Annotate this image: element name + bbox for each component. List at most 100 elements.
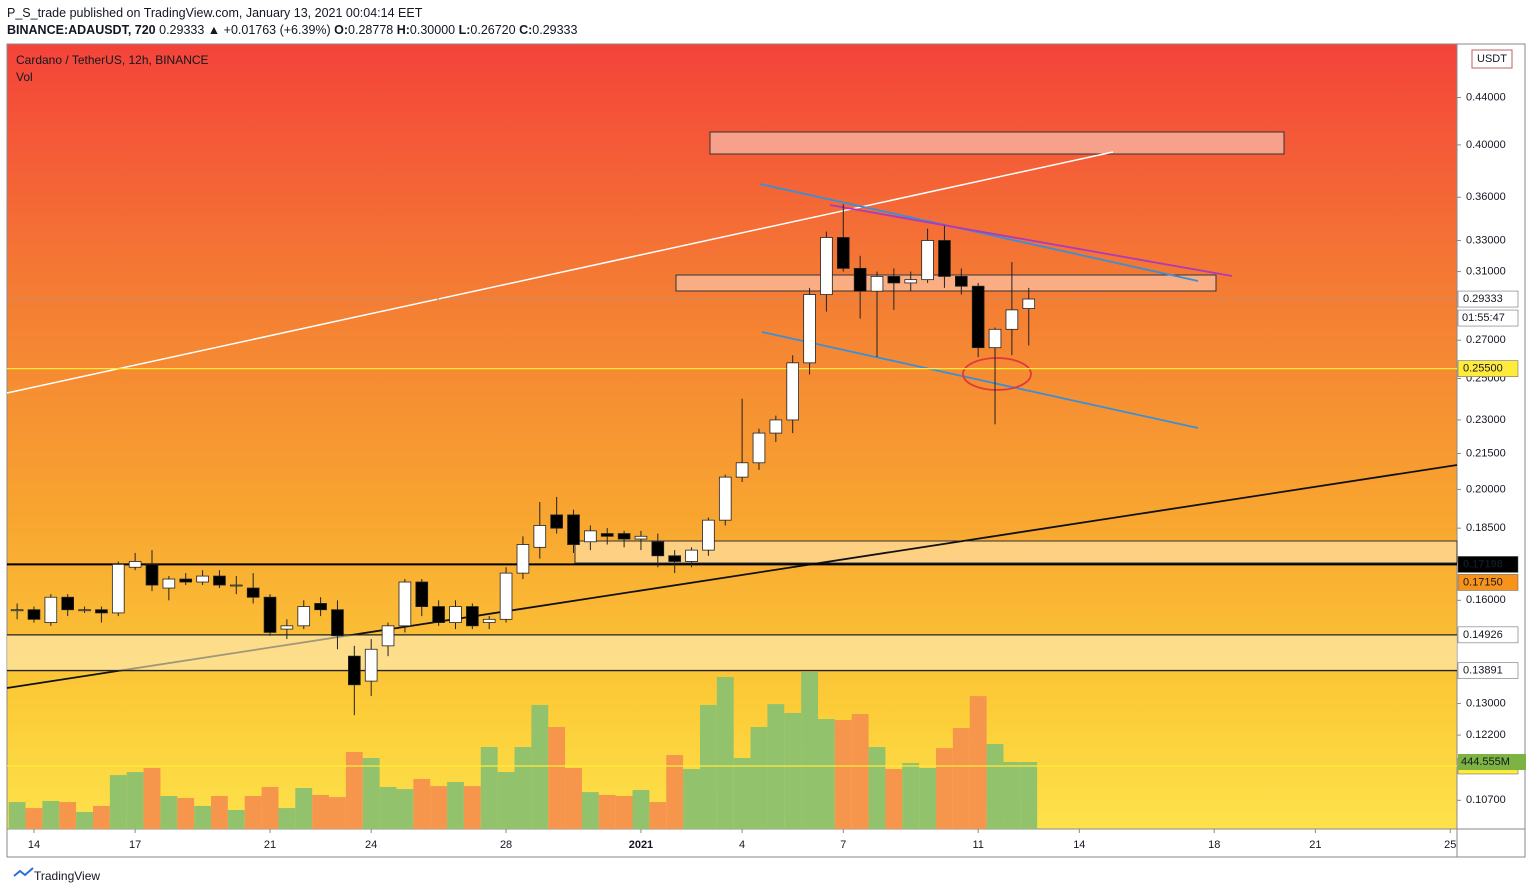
candle-body <box>61 596 74 611</box>
x-tick-label: 25 <box>1444 839 1456 851</box>
candle-body <box>246 587 260 598</box>
symbol-line: BINANCE:ADAUSDT, 720 0.29333 ▲ +0.01763 … <box>7 22 577 39</box>
price-label: 0.13891 <box>1463 664 1503 676</box>
volume-bar <box>211 796 228 829</box>
countdown: 01:55:47 <box>1462 312 1505 324</box>
candle-body <box>95 609 108 614</box>
candle-body <box>634 535 648 540</box>
volume-label-box <box>1458 754 1526 771</box>
y-tick-label: 0.33000 <box>1466 234 1506 246</box>
volume-bar <box>683 769 700 829</box>
candle-body <box>263 596 277 633</box>
volume-bar <box>261 786 279 829</box>
volume-bar <box>919 767 937 829</box>
countdown-box <box>1457 309 1519 327</box>
candle-body <box>836 237 850 269</box>
candle-body <box>230 584 243 587</box>
y-tick-label: 0.36000 <box>1466 191 1506 203</box>
ohlc-key: C: <box>519 23 533 37</box>
candle-body <box>415 581 429 607</box>
volume-bar <box>733 758 751 829</box>
volume-bar <box>143 767 161 829</box>
y-tick-label: 0.20000 <box>1466 483 1506 495</box>
candle-body <box>702 519 715 551</box>
volume-bar <box>666 755 684 829</box>
candle-body <box>516 544 530 574</box>
candle-body <box>651 541 665 557</box>
brand: TradingView <box>34 869 100 883</box>
volume-bar <box>227 810 245 829</box>
ohlc-key: H: <box>396 23 410 37</box>
volume-bar <box>160 796 178 829</box>
published: published on TradingView.com, January 13… <box>69 6 423 20</box>
candle-body <box>550 514 563 529</box>
volume-bar <box>25 808 43 829</box>
volume-bar <box>986 744 1004 829</box>
volume-bar <box>396 789 414 829</box>
volume-bar <box>109 775 127 829</box>
candle-body <box>870 276 884 292</box>
volume-bar <box>952 728 970 829</box>
volume-bar <box>59 802 77 829</box>
volume-bar <box>750 726 768 829</box>
candle-body <box>988 328 1002 349</box>
candle-body <box>752 432 766 464</box>
candle-body <box>331 609 344 637</box>
volume-bar <box>565 767 582 829</box>
volume-bar <box>969 696 987 829</box>
candle-body <box>398 581 412 627</box>
price-label-box <box>1457 662 1519 679</box>
volume-bar <box>868 747 886 829</box>
x-tick-label: 14 <box>28 839 40 851</box>
candle-body <box>904 279 918 284</box>
volume-bar <box>632 789 650 829</box>
zone-box <box>709 131 1285 155</box>
x-tick-label: 4 <box>739 839 745 851</box>
volume-bar <box>42 800 60 829</box>
highlight-ellipse <box>962 357 1032 391</box>
volume-bar <box>177 797 195 829</box>
volume-bar <box>817 719 835 829</box>
candle-body <box>786 362 799 421</box>
volume-bar <box>278 808 296 829</box>
volume-bar <box>379 786 397 829</box>
candle-body <box>128 561 142 568</box>
volume-bar <box>244 796 262 829</box>
volume-bar <box>362 758 380 829</box>
candle-body <box>10 609 24 612</box>
candle-body <box>820 237 833 295</box>
x-tick-label: 21 <box>1309 839 1321 851</box>
candle-body <box>111 563 125 614</box>
candle-body <box>533 525 547 548</box>
volume-bar <box>480 747 498 829</box>
candle-body <box>718 476 732 521</box>
drawings <box>6 131 1458 689</box>
candle-body <box>297 606 311 627</box>
ohlc-value: 0.29333 <box>532 23 578 37</box>
ohlc-value: 0.26720 <box>470 23 516 37</box>
y-tick-label: 0.16000 <box>1466 594 1506 606</box>
candle-body <box>482 618 496 623</box>
candle-body <box>971 285 985 349</box>
author: P_S_trade <box>7 6 67 20</box>
volume-bar <box>531 704 549 829</box>
y-tick-label: 0.44000 <box>1466 91 1506 103</box>
price-label: 0.25500 <box>1463 363 1503 375</box>
currency-box <box>1471 49 1513 69</box>
y-tick-label: 0.10700 <box>1466 794 1506 806</box>
candle-body <box>1022 298 1036 309</box>
zone-box <box>675 274 1217 292</box>
price-label-box <box>1457 290 1519 308</box>
volume-legend: Vol <box>16 70 33 84</box>
zone-box <box>574 540 1458 564</box>
volume-bar <box>1020 762 1038 829</box>
price-label: 0.14926 <box>1463 629 1503 641</box>
volume-bar <box>76 811 93 829</box>
candle-body <box>685 549 698 562</box>
candle-body <box>280 625 294 630</box>
x-tick-label: 14 <box>1073 839 1085 851</box>
volume-bar <box>413 778 431 829</box>
candle-body <box>78 609 91 612</box>
